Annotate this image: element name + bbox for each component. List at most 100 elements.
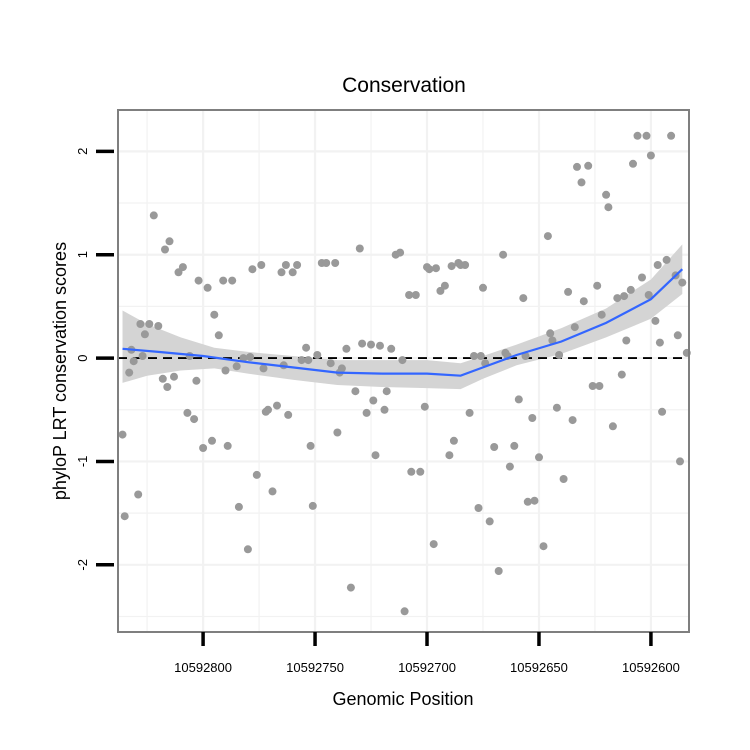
data-point xyxy=(190,415,199,424)
data-point xyxy=(170,372,178,381)
data-point xyxy=(140,330,149,339)
data-point xyxy=(539,542,548,551)
data-point xyxy=(223,441,232,450)
data-point xyxy=(608,422,617,431)
data-point xyxy=(420,402,429,411)
data-point xyxy=(653,261,662,269)
data-point xyxy=(154,322,163,330)
y-tick-label: 2 xyxy=(75,148,90,155)
data-point xyxy=(445,451,454,460)
data-point xyxy=(559,475,568,483)
data-point xyxy=(387,344,396,353)
data-point xyxy=(136,320,145,328)
data-point xyxy=(221,366,230,375)
data-point xyxy=(407,467,416,476)
data-point xyxy=(584,161,593,170)
data-point xyxy=(228,276,237,285)
data-point xyxy=(423,263,431,272)
data-point xyxy=(161,245,169,254)
data-point xyxy=(382,387,391,396)
data-point xyxy=(183,408,192,417)
data-point xyxy=(376,341,384,350)
data-point xyxy=(651,316,660,325)
data-point xyxy=(573,162,581,171)
data-point xyxy=(505,462,514,471)
data-point xyxy=(499,250,508,259)
data-point xyxy=(273,401,281,410)
data-point xyxy=(523,497,532,506)
data-point xyxy=(165,237,174,246)
data-point xyxy=(465,408,474,417)
y-axis-ticks: -2 -1 0 1 2 xyxy=(75,148,114,571)
data-point xyxy=(192,376,201,385)
y-axis: -2 -1 0 1 2 phyloP LRT conservation scores xyxy=(50,148,114,571)
data-point xyxy=(297,356,306,365)
data-point xyxy=(474,504,483,512)
data-point xyxy=(644,291,653,299)
data-point xyxy=(400,607,409,616)
data-point xyxy=(579,297,588,306)
data-point xyxy=(436,286,445,295)
y-tick-label: 0 xyxy=(75,354,90,361)
data-point xyxy=(501,348,510,357)
data-point xyxy=(145,320,154,328)
data-point xyxy=(528,414,537,422)
data-point xyxy=(642,131,651,140)
data-point xyxy=(678,278,687,287)
x-tick-label: 10592650 xyxy=(510,660,568,675)
data-point xyxy=(351,387,360,396)
data-point xyxy=(362,408,371,417)
data-point xyxy=(604,203,613,212)
y-tick-label: 1 xyxy=(75,251,90,258)
data-point xyxy=(214,331,223,340)
data-point xyxy=(597,310,606,319)
data-point xyxy=(476,352,485,360)
data-point xyxy=(662,255,671,264)
data-point xyxy=(490,443,499,451)
smooth-trend-line xyxy=(122,268,684,377)
data-point xyxy=(248,265,257,274)
plot-panel xyxy=(117,109,691,633)
data-point xyxy=(577,178,586,187)
data-point xyxy=(646,151,655,160)
data-point xyxy=(622,336,631,345)
data-point xyxy=(447,262,456,271)
data-point xyxy=(234,502,243,511)
data-point xyxy=(595,382,604,390)
data-point xyxy=(514,395,523,404)
data-point xyxy=(626,285,635,294)
data-point xyxy=(355,244,364,253)
data-point xyxy=(243,545,252,554)
chart-title: Conservation xyxy=(342,74,466,97)
data-point xyxy=(261,407,270,416)
data-point xyxy=(396,248,405,257)
data-point xyxy=(304,356,313,365)
data-point xyxy=(331,259,340,267)
data-point xyxy=(429,540,438,549)
data-point xyxy=(411,291,420,299)
data-point xyxy=(158,374,167,383)
data-point xyxy=(134,490,143,499)
x-tick-label: 10592600 xyxy=(622,660,680,675)
data-point xyxy=(638,273,646,282)
data-point xyxy=(342,344,351,353)
data-point xyxy=(346,583,355,592)
data-point xyxy=(673,331,682,340)
data-point xyxy=(163,383,172,391)
data-point xyxy=(178,263,187,272)
data-point xyxy=(629,159,637,168)
data-point xyxy=(138,352,147,360)
data-point xyxy=(676,457,684,466)
data-point xyxy=(588,382,597,390)
data-point xyxy=(633,131,642,140)
data-point xyxy=(552,403,561,412)
x-tick-label: 10592800 xyxy=(174,660,232,675)
data-point xyxy=(129,357,138,366)
data-point xyxy=(440,281,449,290)
data-point xyxy=(239,354,248,363)
data-point xyxy=(613,294,622,303)
data-point xyxy=(208,436,216,445)
data-point xyxy=(405,291,414,299)
